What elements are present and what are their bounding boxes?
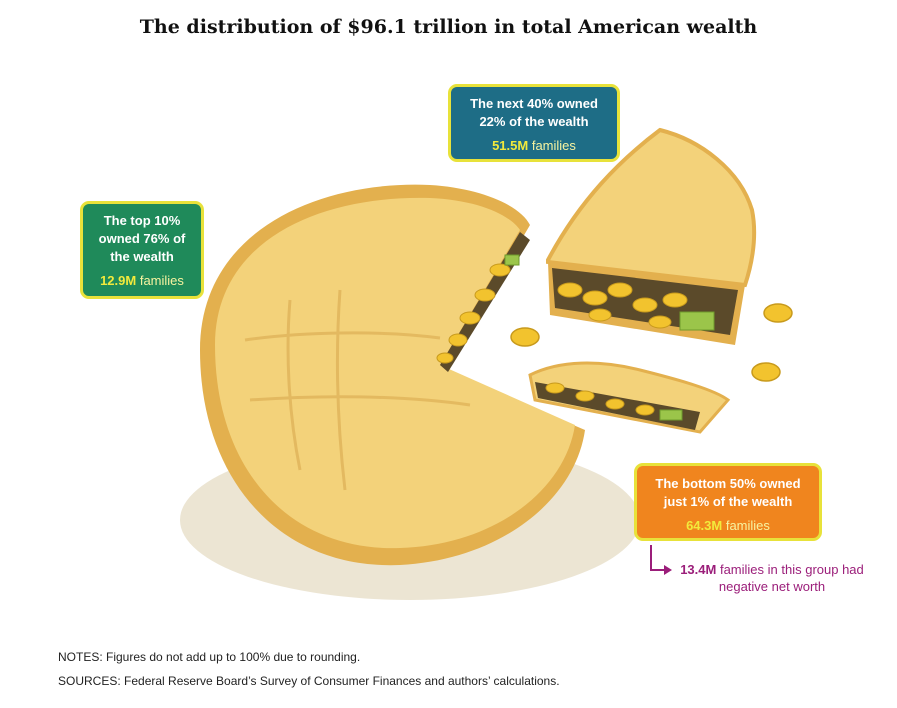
families-unit: families [531, 138, 576, 153]
families-count: 12.9M [100, 273, 137, 288]
mid-slice-crust [546, 127, 757, 288]
callout-top-line2: owned 76% of [98, 231, 186, 246]
coin-icon [510, 327, 540, 347]
callout-top-10: The top 10% owned 76% of the wealth 12.9… [80, 201, 204, 299]
crust-scoring [244, 289, 471, 491]
callout-mid-line1: The next 40% owned [470, 96, 598, 111]
notes-text: NOTES: Figures do not add up to 100% due… [58, 650, 361, 664]
chart-title: The distribution of $96.1 trillion in to… [139, 16, 758, 38]
callout-top-line3: the wealth [110, 249, 174, 264]
negative-worth-number: 13.4M [680, 562, 717, 577]
negative-worth-arrow [650, 545, 666, 571]
small-slice-coins [545, 382, 683, 421]
callout-bot-line2: just 1% of the wealth [663, 494, 793, 509]
callout-mid-families: 51.5M families [451, 137, 617, 155]
callout-bot-families: 64.3M families [637, 517, 819, 535]
callout-mid-line2: 22% of the wealth [479, 114, 589, 129]
coin-icon [763, 303, 793, 323]
big-pie-coins [436, 254, 520, 364]
slice-next-40 [546, 127, 757, 345]
loose-coins [510, 303, 793, 382]
callout-next-40: The next 40% owned 22% of the wealth 51.… [448, 84, 620, 162]
callout-top-line1: The top 10% [103, 213, 181, 228]
callout-bot-line1: The bottom 50% owned [655, 476, 801, 491]
families-unit: families [139, 273, 184, 288]
coin-icon [751, 362, 781, 382]
negative-worth-annotation: 13.4M families in this group had negativ… [672, 561, 872, 595]
slice-bottom-50 [528, 361, 731, 434]
families-count: 64.3M [686, 518, 723, 533]
families-unit: families [725, 518, 770, 533]
mid-slice-coins [557, 282, 715, 331]
arrow-head-icon [664, 565, 672, 575]
negative-worth-text: families in this group had negative net … [718, 562, 864, 594]
callout-bottom-50: The bottom 50% owned just 1% of the weal… [634, 463, 822, 541]
sources-text: SOURCES: Federal Reserve Board’s Survey … [58, 674, 560, 688]
big-pie-crust [215, 197, 575, 549]
slice-top-10 [200, 184, 585, 566]
callout-top-families: 12.9M families [83, 272, 201, 290]
families-count: 51.5M [492, 138, 529, 153]
